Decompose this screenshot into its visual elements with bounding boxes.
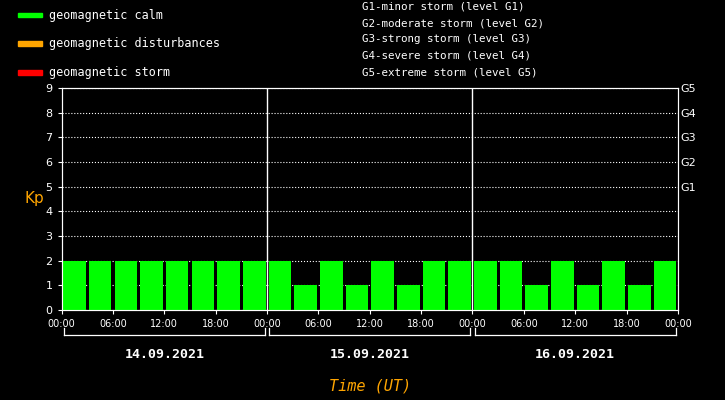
FancyBboxPatch shape	[18, 13, 42, 18]
Bar	[654, 261, 676, 310]
Bar	[89, 261, 112, 310]
Bar	[218, 261, 240, 310]
Text: G4-severe storm (level G4): G4-severe storm (level G4)	[362, 51, 531, 61]
Bar	[628, 285, 650, 310]
Text: G5-extreme storm (level G5): G5-extreme storm (level G5)	[362, 67, 538, 77]
Bar	[294, 285, 317, 310]
Text: Time (UT): Time (UT)	[328, 378, 411, 393]
FancyBboxPatch shape	[18, 41, 42, 46]
Y-axis label: Kp: Kp	[25, 192, 44, 206]
Text: 16.09.2021: 16.09.2021	[535, 348, 616, 360]
Bar	[602, 261, 625, 310]
Bar	[268, 261, 291, 310]
Bar	[500, 261, 522, 310]
Bar	[320, 261, 342, 310]
Text: G1-minor storm (level G1): G1-minor storm (level G1)	[362, 2, 525, 12]
Bar	[474, 261, 497, 310]
Bar	[140, 261, 163, 310]
Text: 14.09.2021: 14.09.2021	[124, 348, 204, 360]
Text: geomagnetic storm: geomagnetic storm	[49, 66, 170, 79]
Bar	[551, 261, 573, 310]
Text: geomagnetic calm: geomagnetic calm	[49, 9, 163, 22]
Bar	[63, 261, 86, 310]
Bar	[448, 261, 471, 310]
Text: G2-moderate storm (level G2): G2-moderate storm (level G2)	[362, 18, 544, 28]
FancyBboxPatch shape	[18, 70, 42, 74]
Bar	[191, 261, 214, 310]
Bar	[115, 261, 137, 310]
Text: 15.09.2021: 15.09.2021	[330, 348, 410, 360]
Bar	[423, 261, 445, 310]
Bar	[576, 285, 600, 310]
Bar	[346, 285, 368, 310]
Text: G3-strong storm (level G3): G3-strong storm (level G3)	[362, 34, 531, 44]
Bar	[166, 261, 188, 310]
Bar	[397, 285, 420, 310]
Bar	[526, 285, 548, 310]
Bar	[243, 261, 265, 310]
Text: geomagnetic disturbances: geomagnetic disturbances	[49, 37, 220, 50]
Bar	[371, 261, 394, 310]
